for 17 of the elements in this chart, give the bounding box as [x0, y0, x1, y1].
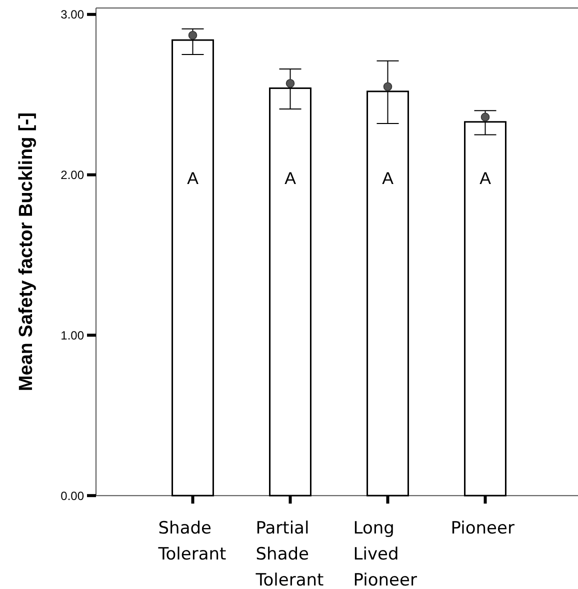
y-tick-label: 3.00 [60, 8, 84, 22]
point [286, 78, 295, 88]
annotation: A [284, 168, 297, 188]
x-tick-label: Pioneer [450, 518, 514, 539]
x-tick-label: Partial Shade Tolerant [254, 518, 324, 589]
y-axis-title: Mean Safety factor Buckling [-] [16, 112, 37, 392]
annotation: A [187, 168, 200, 188]
annotation: A [480, 168, 492, 188]
x-tick-label: Long Lived Pioneer [353, 518, 417, 589]
point [480, 112, 490, 122]
x-tick-label: Shade Tolerant [157, 518, 227, 565]
y-tick-label: 0.00 [60, 488, 84, 503]
y-tick-label: 1.00 [60, 328, 84, 342]
point [383, 82, 392, 91]
annotation: A [382, 168, 394, 188]
point [188, 30, 198, 40]
y-tick-label: 2.00 [60, 168, 84, 182]
